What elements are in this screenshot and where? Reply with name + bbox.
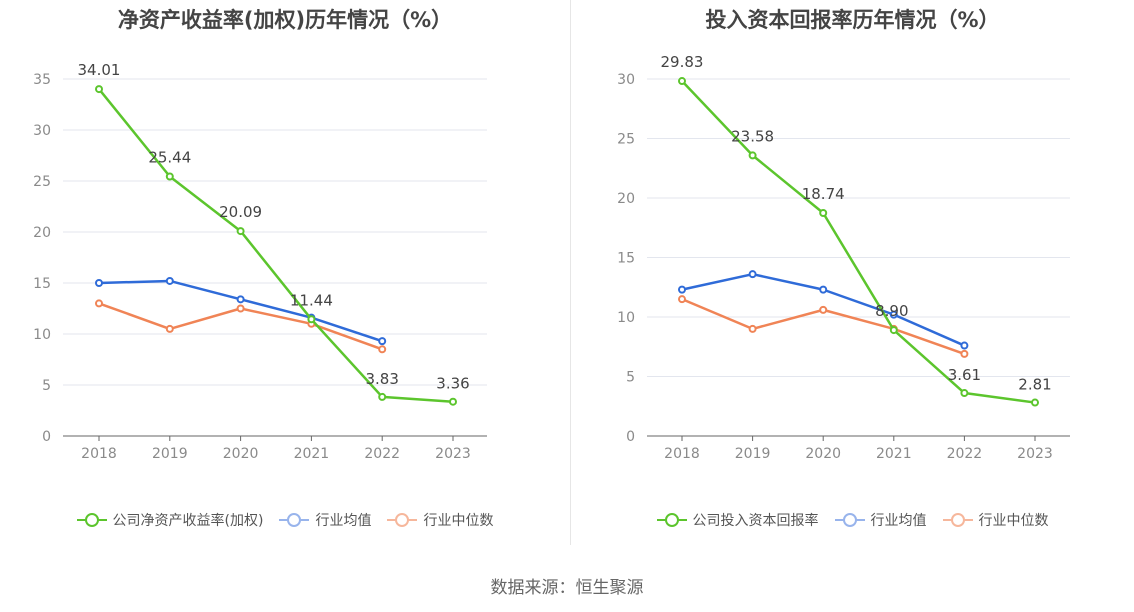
series-line-0	[681, 80, 1036, 404]
x-tick-label: 2021	[294, 446, 330, 462]
data-point	[236, 304, 245, 313]
x-tick-label: 2018	[664, 446, 700, 462]
x-tick-label: 2020	[223, 446, 259, 462]
data-point	[236, 227, 245, 236]
data-label: 3.61	[948, 366, 981, 384]
x-tick-label: 2023	[435, 446, 471, 462]
data-point	[1031, 398, 1039, 407]
data-point	[748, 270, 757, 279]
y-tick-label: 0	[626, 429, 635, 445]
legend-label: 公司投入资本回报率	[692, 513, 819, 529]
data-point	[889, 310, 898, 319]
y-tick-label: 0	[42, 429, 51, 445]
legend-item[interactable]: 公司投入资本回报率	[656, 510, 819, 530]
data-point	[960, 341, 969, 350]
data-label: 3.83	[365, 370, 398, 388]
legend-marker-icon	[76, 512, 107, 528]
roic-chart-legend: 公司投入资本回报率 行业均值 行业中位数	[571, 510, 1134, 530]
roic-chart-plot: 0 5 10 15 20 25 30 2018 2019 2020 2021 2022 2023 29.8…	[617, 53, 1070, 462]
data-point	[889, 326, 898, 335]
legend-marker-icon	[279, 512, 310, 528]
data-point	[378, 392, 387, 401]
roe-chart-title: 净资产收益率(加权)历年情况（%）	[117, 8, 453, 32]
x-tick-label: 2020	[805, 446, 841, 462]
data-point	[378, 337, 387, 346]
roe-chart-plot: 0 5 10 15 20 25 30 35 2018 2019 2020 2021 2022 2023 34…	[33, 61, 487, 462]
y-tick-label: 15	[33, 276, 51, 292]
data-point	[678, 77, 686, 86]
roic-chart-panel: 投入资本回报率历年情况（%） 0 5 10 15 20 25 30 2018 2019 2020 2…	[571, 0, 1134, 545]
legend-label: 行业均值	[315, 513, 372, 529]
legend-marker-icon	[942, 512, 973, 528]
data-point	[165, 172, 174, 181]
data-label: 25.44	[148, 149, 191, 167]
legend-label: 行业中位数	[423, 513, 494, 529]
data-point	[678, 295, 686, 304]
x-tick-label: 2019	[152, 446, 188, 462]
data-label: 34.01	[78, 61, 121, 79]
data-point	[960, 389, 969, 398]
legend-item[interactable]: 行业中位数	[942, 510, 1049, 530]
y-tick-label: 25	[617, 132, 635, 148]
x-tick-label: 2019	[735, 446, 771, 462]
legend-label: 行业均值	[870, 513, 927, 529]
y-tick-label: 25	[33, 174, 51, 190]
data-point	[378, 345, 387, 354]
data-point	[95, 279, 103, 287]
data-label: 11.44	[290, 291, 333, 309]
x-tick-label: 2023	[1017, 446, 1053, 462]
data-label: 8.90	[875, 302, 908, 320]
series-line-0	[98, 88, 454, 403]
data-label: 29.83	[661, 53, 704, 71]
y-tick-label: 30	[617, 72, 635, 88]
legend-label: 公司净资产收益率(加权)	[112, 513, 264, 529]
y-tick-label: 20	[617, 191, 635, 207]
y-tick-label: 5	[626, 370, 635, 386]
legend-label: 行业中位数	[978, 513, 1049, 529]
x-tick-label: 2022	[947, 446, 983, 462]
roic-chart-title: 投入资本回报率历年情况（%）	[705, 8, 1000, 32]
x-tick-label: 2018	[81, 446, 117, 462]
y-tick-label: 10	[33, 327, 51, 343]
y-tick-label: 30	[33, 123, 51, 139]
y-tick-label: 15	[617, 251, 635, 267]
data-label: 3.36	[436, 375, 469, 393]
roe-chart-panel: 净资产收益率(加权)历年情况（%） 0 5 10 15 20 25 30 35 2018 2019…	[0, 0, 570, 545]
legend-item[interactable]: 公司净资产收益率(加权)	[76, 510, 264, 530]
data-point	[95, 299, 103, 308]
data-point	[449, 397, 457, 406]
data-point	[165, 324, 174, 333]
data-point	[748, 324, 757, 333]
data-point	[819, 208, 828, 217]
data-label: 2.81	[1018, 376, 1051, 394]
data-point	[307, 315, 316, 324]
data-point	[165, 276, 174, 285]
y-tick-label: 5	[42, 378, 51, 394]
panel-divider	[570, 0, 571, 545]
legend-marker-icon	[834, 512, 865, 528]
data-point	[95, 85, 103, 94]
legend-item[interactable]: 行业均值	[834, 510, 927, 530]
data-point	[819, 285, 828, 294]
data-point	[678, 285, 686, 294]
data-label: 20.09	[219, 203, 262, 221]
data-source-caption: 数据来源：恒生聚源	[490, 578, 644, 598]
legend-item[interactable]: 行业中位数	[387, 510, 493, 530]
y-tick-label: 35	[33, 72, 51, 88]
x-tick-label: 2021	[876, 446, 912, 462]
data-point	[748, 151, 757, 160]
x-tick-label: 2022	[364, 446, 400, 462]
roe-chart-legend: 公司净资产收益率(加权) 行业均值 行业中位数	[0, 510, 570, 530]
y-tick-label: 20	[33, 225, 51, 241]
data-point	[960, 349, 969, 358]
legend-marker-icon	[656, 512, 687, 528]
legend-marker-icon	[387, 512, 418, 528]
legend-item[interactable]: 行业均值	[279, 510, 371, 530]
y-tick-label: 10	[617, 310, 635, 326]
data-point	[236, 295, 245, 304]
data-label: 23.58	[731, 127, 774, 145]
data-label: 18.74	[802, 185, 845, 203]
data-point	[819, 305, 828, 314]
